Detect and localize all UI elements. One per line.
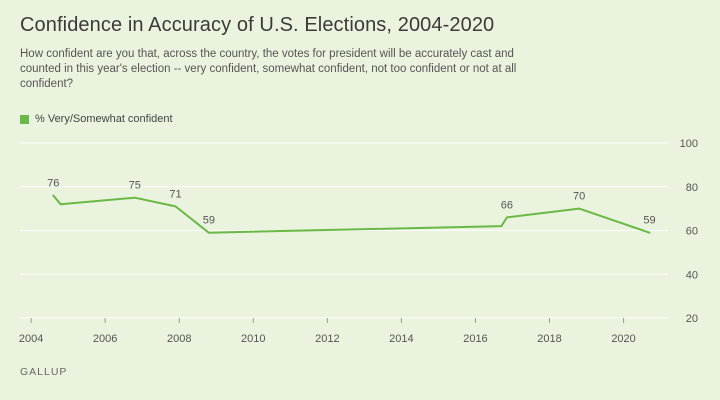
legend-swatch: [20, 114, 29, 124]
data-label: 59: [203, 215, 215, 227]
x-tick-label: 2004: [19, 333, 43, 345]
chart-subtitle: How confident are you that, across the c…: [20, 48, 517, 90]
chart-title: Confidence in Accuracy of U.S. Elections…: [20, 14, 495, 36]
x-tick-label: 2014: [389, 333, 413, 345]
y-tick-label: 40: [686, 269, 698, 281]
data-label: 66: [501, 199, 513, 211]
y-tick-label: 20: [686, 313, 698, 325]
data-label: 75: [129, 180, 141, 192]
data-label: 59: [643, 215, 655, 227]
x-tick-label: 2018: [537, 333, 561, 345]
x-tick-label: 2016: [463, 333, 487, 345]
series-line: [52, 194, 651, 234]
x-tick-label: 2010: [241, 333, 265, 345]
source-label: GALLUP: [20, 366, 68, 378]
data-label: 70: [573, 191, 585, 203]
x-tick-label: 2020: [611, 333, 635, 345]
x-tick-label: 2012: [315, 333, 339, 345]
x-tick-label: 2006: [93, 333, 117, 345]
y-tick-label: 60: [686, 226, 698, 238]
y-tick-label: 80: [686, 182, 698, 194]
data-label: 76: [47, 178, 59, 190]
y-tick-label: 100: [680, 138, 698, 150]
x-tick-label: 2008: [167, 333, 191, 345]
legend-label: % Very/Somewhat confident: [35, 113, 173, 125]
data-label: 71: [169, 188, 181, 200]
chart-legend: % Very/Somewhat confident: [20, 113, 173, 125]
